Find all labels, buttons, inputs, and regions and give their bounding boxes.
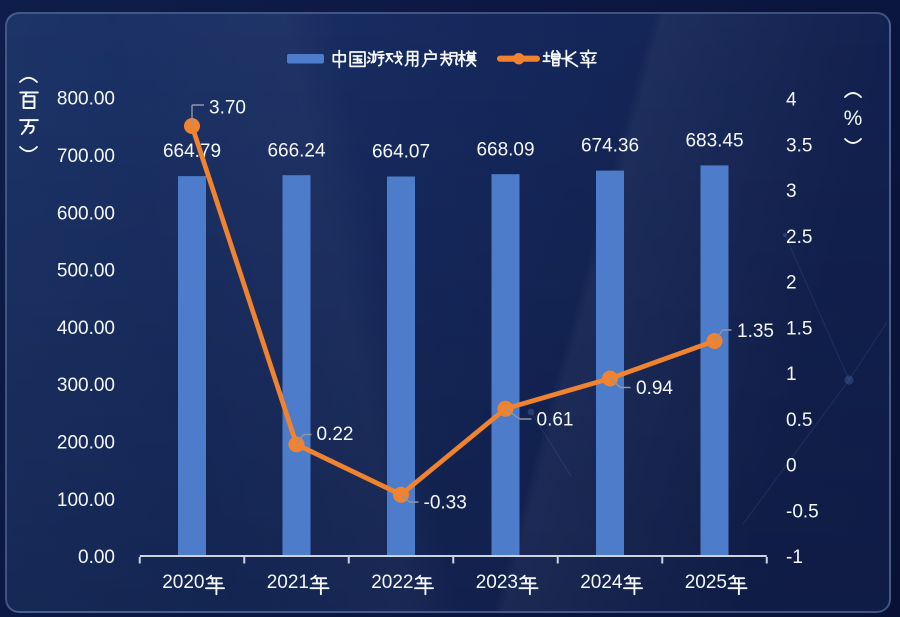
svg-text:700.00: 700.00 xyxy=(57,146,115,167)
svg-text:100.00: 100.00 xyxy=(57,490,115,511)
svg-text:1.35: 1.35 xyxy=(737,321,774,342)
svg-text:-1: -1 xyxy=(786,547,803,568)
svg-text:0: 0 xyxy=(786,456,797,477)
svg-text:2.5: 2.5 xyxy=(786,227,812,248)
svg-text:600.00: 600.00 xyxy=(57,203,115,224)
svg-text:674.36: 674.36 xyxy=(581,136,639,157)
svg-text:683.45: 683.45 xyxy=(685,131,743,152)
svg-text:0.5: 0.5 xyxy=(786,410,812,431)
svg-text:2020: 2020 xyxy=(162,572,204,593)
svg-text:-0.33: -0.33 xyxy=(424,493,467,514)
svg-text:4: 4 xyxy=(786,90,797,111)
svg-text:0.94: 0.94 xyxy=(636,378,673,399)
svg-text:3.70: 3.70 xyxy=(209,98,246,119)
svg-text:668.09: 668.09 xyxy=(476,139,534,160)
svg-text:0.00: 0.00 xyxy=(78,547,115,568)
svg-text:3.5: 3.5 xyxy=(786,135,812,156)
svg-text:0.22: 0.22 xyxy=(317,424,354,445)
svg-text:2021: 2021 xyxy=(267,572,309,593)
svg-text:200.00: 200.00 xyxy=(57,433,115,454)
svg-text:1: 1 xyxy=(786,364,797,385)
svg-text:800.00: 800.00 xyxy=(57,89,115,110)
svg-text:664.07: 664.07 xyxy=(372,142,430,163)
svg-text:0.61: 0.61 xyxy=(537,410,574,431)
svg-text:400.00: 400.00 xyxy=(57,318,115,339)
svg-text:-0.5: -0.5 xyxy=(786,501,819,522)
svg-text:664.79: 664.79 xyxy=(163,141,221,162)
svg-text:666.24: 666.24 xyxy=(267,140,326,161)
svg-text:2: 2 xyxy=(786,273,797,294)
svg-text:300.00: 300.00 xyxy=(57,375,115,396)
svg-text:2022: 2022 xyxy=(371,572,413,593)
svg-text:%: % xyxy=(844,107,863,130)
svg-text:2025: 2025 xyxy=(685,572,727,593)
svg-text:3: 3 xyxy=(786,181,797,202)
svg-text:2024: 2024 xyxy=(580,572,623,593)
svg-text:2023: 2023 xyxy=(476,572,518,593)
svg-text:1.5: 1.5 xyxy=(786,318,812,339)
svg-text:500.00: 500.00 xyxy=(57,261,115,282)
